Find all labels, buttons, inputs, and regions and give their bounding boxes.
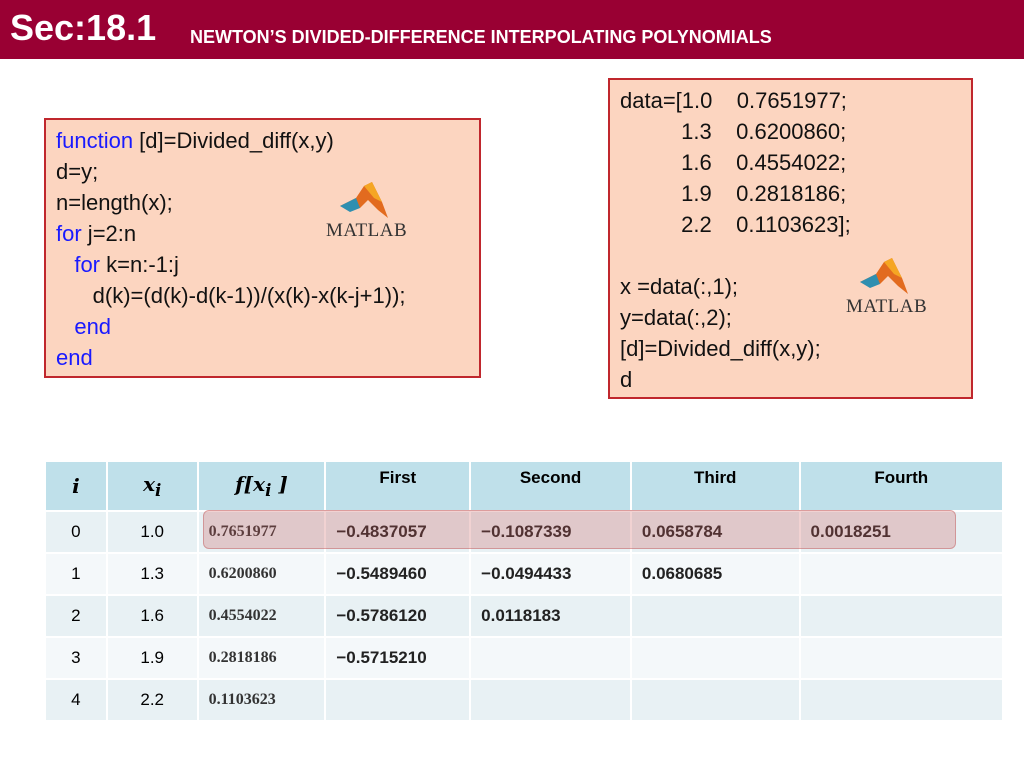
code-line: n=length(x);	[56, 190, 173, 215]
code-line: 1.3 0.6200860;	[620, 119, 847, 144]
divided-difference-table: i xi f[xi ] First Second Third Fourth 0 …	[44, 460, 1005, 722]
cell-fx: 0.2818186	[196, 636, 327, 680]
cell-x: 1.9	[105, 636, 199, 680]
header-x: xi	[105, 460, 199, 512]
code-line: d	[620, 367, 633, 392]
code-line: function [d]=Divided_diff(x,y)	[56, 128, 334, 153]
slide-title: NEWTON’S DIVIDED-DIFFERENCE INTERPOLATIN…	[190, 27, 772, 47]
code-line: for j=2:n	[56, 221, 137, 246]
matlab-logo: MATLAB	[846, 256, 928, 318]
section-number: Sec:18.1	[10, 7, 157, 48]
header-fourth: Fourth	[798, 460, 1005, 512]
cell-i: 2	[44, 594, 108, 638]
matlab-logo-text: MATLAB	[326, 220, 408, 241]
cell-fx: 0.6200860	[196, 552, 327, 596]
cell-second: −0.0494433	[469, 552, 632, 596]
matlab-membrane-icon	[860, 258, 908, 294]
cell-i: 1	[44, 552, 108, 596]
title-bar: Sec:18.1 NEWTON’S DIVIDED-DIFFERENCE INT…	[0, 0, 1024, 59]
code-line: end	[56, 345, 93, 370]
header-i: i	[44, 460, 108, 512]
cell-third	[629, 678, 801, 722]
cell-first: −0.5489460	[324, 552, 472, 596]
cell-second: −0.1087339	[469, 510, 632, 554]
header-third: Third	[629, 460, 801, 512]
cell-fourth	[798, 552, 1005, 596]
cell-second	[469, 636, 632, 680]
cell-first: −0.5786120	[324, 594, 472, 638]
cell-fx: 0.1103623	[196, 678, 327, 722]
table-row: 2 1.6 0.4554022 −0.5786120 0.0118183	[44, 594, 1005, 638]
matlab-membrane-icon	[340, 182, 388, 218]
cell-fourth	[798, 678, 1005, 722]
cell-fourth	[798, 636, 1005, 680]
cell-third: 0.0658784	[629, 510, 801, 554]
cell-x: 1.0	[105, 510, 199, 554]
table-row: 3 1.9 0.2818186 −0.5715210	[44, 636, 1005, 680]
cell-fourth	[798, 594, 1005, 638]
cell-i: 4	[44, 678, 108, 722]
cell-i: 3	[44, 636, 108, 680]
cell-first: −0.5715210	[324, 636, 472, 680]
code-line: data=[1.0 0.7651977;	[620, 88, 847, 113]
cell-first: −0.4837057	[324, 510, 472, 554]
code-line: y=data(:,2);	[620, 305, 732, 330]
cell-x: 1.3	[105, 552, 199, 596]
cell-third	[629, 594, 801, 638]
cell-x: 1.6	[105, 594, 199, 638]
cell-third: 0.0680685	[629, 552, 801, 596]
table-row: 4 2.2 0.1103623	[44, 678, 1005, 722]
cell-x: 2.2	[105, 678, 199, 722]
code-line: 1.9 0.2818186;	[620, 181, 847, 206]
table-header-row: i xi f[xi ] First Second Third Fourth	[44, 460, 1005, 512]
matlab-logo-text: MATLAB	[846, 296, 928, 317]
code-line: d=y;	[56, 159, 99, 184]
cell-third	[629, 636, 801, 680]
code-line: 1.6 0.4554022;	[620, 150, 847, 175]
code-line: 2.2 0.1103623];	[620, 212, 851, 237]
code-line: [d]=Divided_diff(x,y);	[620, 336, 821, 361]
header-first: First	[324, 460, 472, 512]
table-row: 0 1.0 0.7651977 −0.4837057 −0.1087339 0.…	[44, 510, 1005, 554]
code-line: end	[56, 314, 112, 339]
cell-i: 0	[44, 510, 108, 554]
matlab-logo: MATLAB	[326, 180, 408, 242]
cell-second: 0.0118183	[469, 594, 632, 638]
function-code-box: function [d]=Divided_diff(x,y) d=y; n=le…	[44, 118, 481, 378]
cell-first	[324, 678, 472, 722]
code-line: for k=n:-1:j	[56, 252, 179, 277]
table-row: 1 1.3 0.6200860 −0.5489460 −0.0494433 0.…	[44, 552, 1005, 596]
header-fx: f[xi ]	[196, 460, 327, 512]
script-code-box: data=[1.0 0.7651977; 1.3 0.6200860; 1.6 …	[608, 78, 973, 399]
cell-second	[469, 678, 632, 722]
header-second: Second	[469, 460, 632, 512]
cell-fourth: 0.0018251	[798, 510, 1005, 554]
cell-fx: 0.4554022	[196, 594, 327, 638]
code-line: d(k)=(d(k)-d(k-1))/(x(k)-x(k-j+1));	[56, 283, 406, 308]
cell-fx: 0.7651977	[196, 510, 327, 554]
code-line: x =data(:,1);	[620, 274, 739, 299]
